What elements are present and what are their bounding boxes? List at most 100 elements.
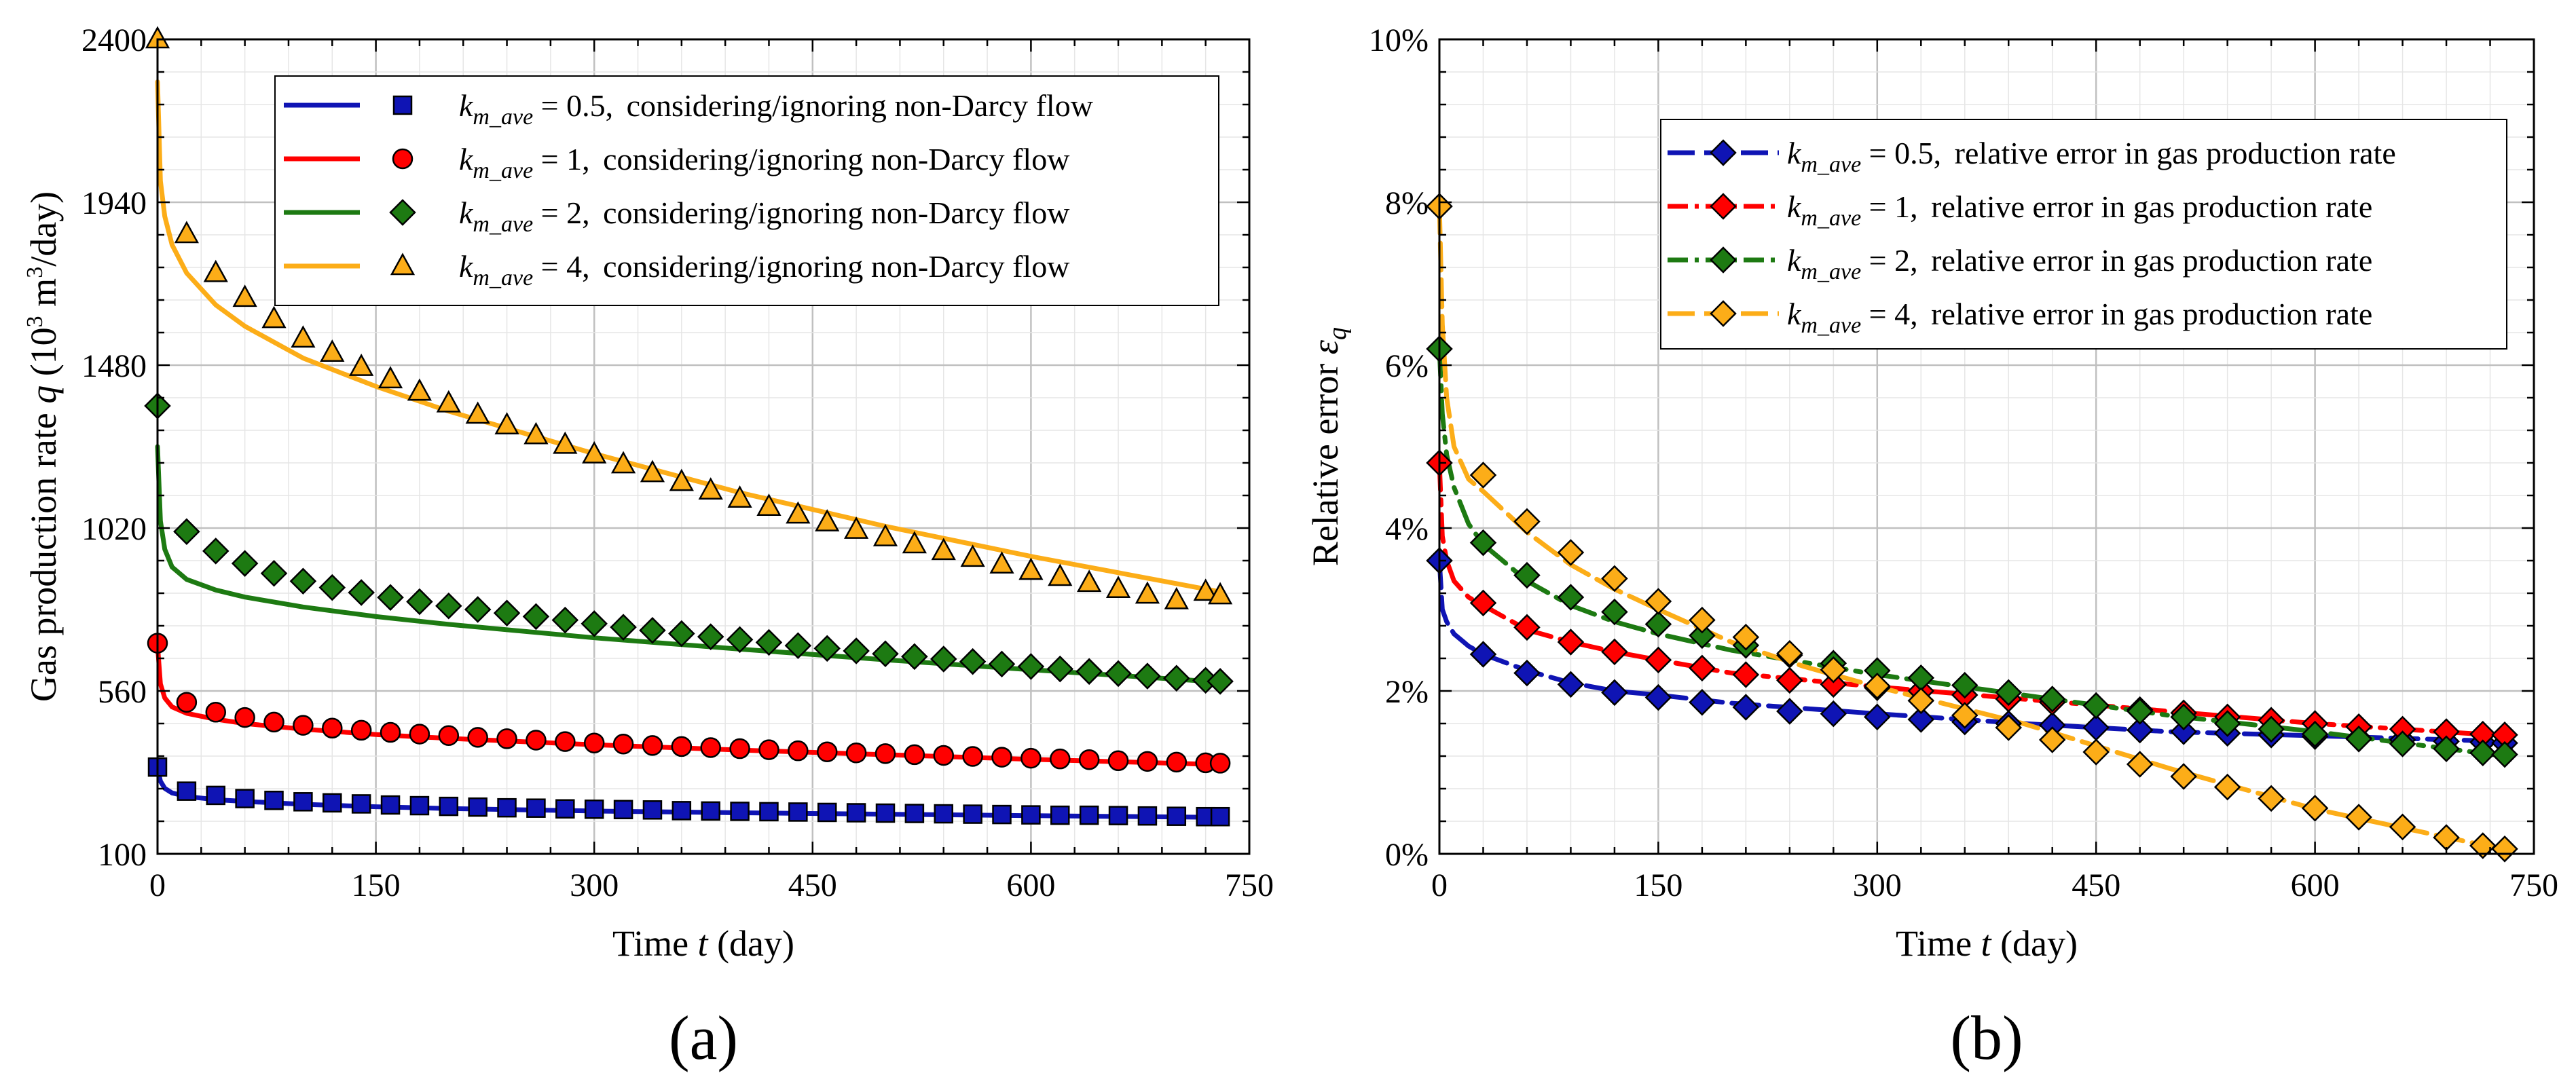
legend-description: considering/ignoring non-Darcy flow [603,142,1070,176]
legend-entry-4: km_ave = 4, considering/ignoring non-Dar… [459,249,1070,290]
data-point [1208,582,1233,605]
data-point [988,650,1016,678]
legend-symbol: k [1787,136,1802,170]
series-markers-3 [144,392,1234,695]
data-point [468,797,487,817]
data-point [2258,715,2285,743]
x-axis-label: Time t (day) [1896,923,2078,964]
data-point [2433,824,2460,851]
data-point [1469,529,1497,557]
legend-subscript: m_ave [473,212,533,237]
data-point [1601,679,1628,707]
legend-description: relative error in gas production rate [1931,243,2372,278]
data-point [816,741,838,762]
x-axis-label-part: Time [612,923,698,964]
legend-symbol: k [459,195,474,230]
legend-entry-1: km_ave = 0.5, considering/ignoring non-D… [459,88,1094,130]
series-line-4 [155,79,1223,595]
data-point [1557,629,1585,656]
data-point [377,584,404,612]
data-point [902,531,927,554]
data-point [843,637,870,664]
data-point [1048,563,1073,586]
data-point [1105,576,1131,598]
x-tick-label: 300 [570,867,619,903]
legend-description: relative error in gas production rate [1931,189,2372,224]
data-point [1469,641,1497,668]
y-axis-label-part: 3 [22,316,48,327]
data-point [1951,702,1979,729]
y-axis-label-part: 3 [22,267,48,278]
legend-entry-3: km_ave = 2, relative error in gas produc… [1787,243,2372,284]
data-point [2038,726,2066,753]
x-tick-label: 750 [1225,867,1274,903]
data-point [901,643,928,671]
x-axis-label: Time t (day) [612,923,794,964]
data-point [1469,589,1497,617]
data-point [1077,569,1102,593]
data-point [348,579,375,606]
legend-symbol: k [1787,297,1802,331]
legend-symbol: k [459,249,474,284]
data-point [671,801,692,821]
data-point [1513,659,1541,687]
data-point [323,793,342,813]
legend-description: relative error in gas production rate [1955,136,2396,170]
data-point [202,538,229,565]
data-point [177,781,197,801]
plot-frame [156,38,1251,855]
data-point [1689,654,1716,682]
data-point [2389,813,2416,841]
y-tick-label: 560 [98,674,147,710]
data-point [1135,581,1160,604]
data-point [1137,806,1158,826]
data-point [755,629,783,656]
data-point [786,501,811,524]
data-point [438,725,460,746]
data-point [701,801,720,821]
data-point [934,804,954,824]
data-point [1907,706,1935,733]
data-point [350,719,372,741]
data-point [582,440,607,464]
data-point [756,493,781,516]
data-point [817,802,837,823]
legend-subscript: m_ave [1801,206,1861,231]
data-point [904,804,925,823]
data-point [1078,749,1100,770]
data-point [497,798,517,818]
data-point [2170,718,2197,745]
data-point [813,635,841,662]
series-markers-4 [145,26,1233,609]
data-point [232,284,257,307]
legend-symbol: k [459,88,474,123]
data-point [726,626,754,654]
data-point [1079,805,1099,825]
data-point [671,736,693,757]
data-point [289,567,317,595]
data-point [2491,740,2518,768]
data-point [639,617,666,644]
data-point [2469,739,2497,766]
panel-label: (a) [669,1003,738,1072]
data-point [1557,584,1585,611]
legend-equals: = 4, [1861,297,1926,331]
y-tick-label: 10% [1369,22,1429,58]
x-tick-label: 750 [2509,867,2558,903]
y-tick-label: 4% [1385,511,1429,547]
data-point [610,614,637,641]
y-tick-label: 0% [1385,837,1429,873]
data-point [698,477,723,500]
data-point [203,259,228,282]
y-axis-label: Relative error εq [1305,327,1352,566]
series-markers-1 [147,757,1230,827]
legend-equals: = 1, [533,142,597,176]
data-point [875,743,896,764]
data-point [231,550,259,577]
data-point [642,800,663,820]
data-point [2082,714,2110,741]
data-point [845,743,867,764]
data-point [1644,610,1672,638]
data-point [2170,703,2197,731]
